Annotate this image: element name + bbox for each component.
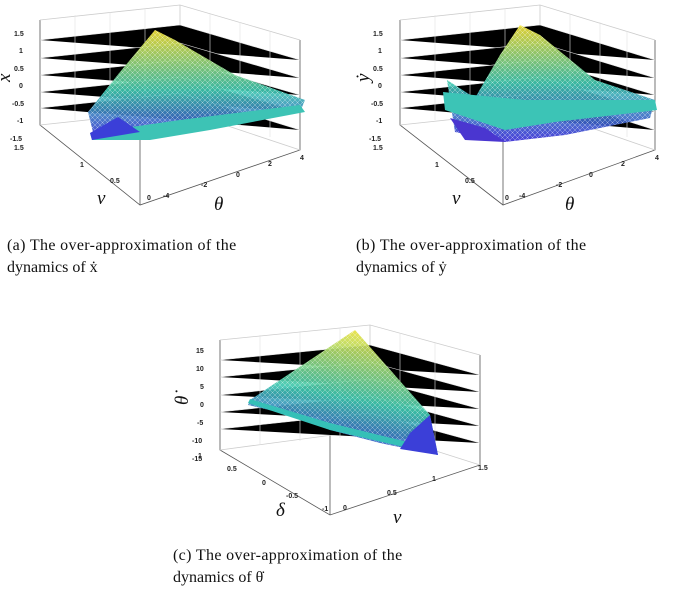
caption-a-line2: dynamics of ẋ (7, 259, 98, 276)
plot-3d-b: 1.5 1 0.5 0 -0.5 -1 -1.5 1.5 1 0.5 0 -4 … (353, 4, 659, 215)
svg-text:1: 1 (198, 453, 202, 460)
caption-c-line1: (c) The over-approximation of the (173, 547, 403, 564)
svg-text:1: 1 (80, 162, 84, 169)
figure-panel-b: 1.5 1 0.5 0 -0.5 -1 -1.5 1.5 1 0.5 0 -4 … (353, 0, 689, 276)
right-ticks-a: -4 -2 0 2 4 (163, 155, 304, 200)
left-axis-label-c: δ (276, 500, 286, 521)
surface-low-region-c (400, 415, 438, 455)
svg-text:2: 2 (268, 161, 272, 168)
surface-lower-a (90, 105, 305, 140)
svg-text:0: 0 (19, 83, 23, 90)
svg-text:1: 1 (378, 48, 382, 55)
left-ticks-c: 1 0.5 0 -0.5 -1 (198, 453, 328, 513)
svg-text:-1.5: -1.5 (10, 136, 22, 143)
surface-low-region-a (90, 117, 140, 140)
surface-edge-c (248, 399, 438, 455)
caption-a: (a) The over-approximation of the dynami… (7, 235, 327, 279)
caption-b-line2: dynamics of ẏ (356, 259, 447, 276)
z-ticks-a: 1.5 1 0.5 0 -0.5 -1 -1.5 (10, 31, 24, 143)
svg-text:1.5: 1.5 (14, 145, 24, 152)
plot-3d-a: 1.5 1 0.5 0 -0.5 -1 -1.5 1.5 1 0.5 0 -4 … (0, 4, 305, 215)
z-axis-label-a: ẋ (0, 73, 15, 83)
svg-text:-0.5: -0.5 (12, 101, 24, 108)
plot-3d-c: 15 10 5 0 -5 -10 -15 1 0.5 0 -0.5 -1 0 0… (172, 324, 488, 528)
svg-text:0.5: 0.5 (387, 490, 397, 497)
svg-text:-0.5: -0.5 (371, 101, 383, 108)
caption-b: (b) The over-approximation of the dynami… (356, 235, 686, 279)
z-axis-label-b: ẏ (353, 73, 374, 84)
svg-text:0: 0 (147, 195, 151, 202)
surface-low-region-b (450, 118, 505, 142)
left-axis-label-b: v (452, 188, 461, 209)
z-ticks-c: 15 10 5 0 -5 -10 -15 (192, 348, 204, 463)
z-ticks-b: 1.5 1 0.5 0 -0.5 -1 -1.5 (369, 31, 383, 143)
svg-text:0.5: 0.5 (465, 178, 475, 185)
svg-text:1.5: 1.5 (373, 31, 383, 38)
caption-a-line1: (a) The over-approximation of the (7, 237, 237, 254)
svg-text:0: 0 (343, 505, 347, 512)
svg-text:-2: -2 (201, 182, 207, 189)
svg-text:0.5: 0.5 (110, 178, 120, 185)
svg-text:0: 0 (236, 172, 240, 179)
left-axis-label-a: v (97, 188, 106, 209)
svg-text:-1: -1 (322, 506, 328, 513)
svg-text:1.5: 1.5 (478, 465, 488, 472)
svg-text:-5: -5 (197, 420, 203, 427)
caption-c-line2: dynamics of θ̇ (173, 569, 264, 586)
svg-text:4: 4 (655, 155, 659, 162)
svg-text:10: 10 (196, 366, 204, 373)
z-axis-label-c: θ̇ (172, 390, 193, 405)
svg-text:0.5: 0.5 (14, 66, 24, 73)
svg-text:0: 0 (589, 172, 593, 179)
right-axis-label-b: θ (565, 194, 574, 215)
svg-text:0: 0 (200, 402, 204, 409)
svg-text:-1: -1 (376, 118, 382, 125)
svg-text:-4: -4 (163, 193, 169, 200)
svg-text:0.5: 0.5 (227, 466, 237, 473)
svg-text:-1.5: -1.5 (369, 136, 381, 143)
right-ticks-b: -4 -2 0 2 4 (519, 155, 659, 200)
svg-text:-4: -4 (519, 193, 525, 200)
svg-text:0: 0 (378, 83, 382, 90)
right-axis-label-c: v (393, 507, 402, 528)
svg-text:0: 0 (262, 480, 266, 487)
svg-text:-1: -1 (17, 118, 23, 125)
svg-text:0.5: 0.5 (373, 66, 383, 73)
caption-c: (c) The over-approximation of the dynami… (173, 545, 503, 589)
svg-text:4: 4 (300, 155, 304, 162)
svg-text:2: 2 (621, 161, 625, 168)
figure-panel-a: 1.5 1 0.5 0 -0.5 -1 -1.5 1.5 1 0.5 0 -4 … (0, 0, 330, 276)
svg-text:0: 0 (505, 195, 509, 202)
svg-text:1.5: 1.5 (14, 31, 24, 38)
svg-text:1: 1 (432, 476, 436, 483)
left-ticks-a: 1.5 1 0.5 0 (14, 145, 151, 202)
left-ticks-b: 1.5 1 0.5 0 (373, 145, 509, 202)
surface-lower-b (443, 92, 657, 130)
svg-text:-10: -10 (192, 438, 202, 445)
svg-text:1.5: 1.5 (373, 145, 383, 152)
caption-b-line1: (b) The over-approximation of the (356, 237, 587, 254)
svg-text:1: 1 (435, 162, 439, 169)
right-ticks-c: 0 0.5 1 1.5 (343, 465, 488, 512)
svg-text:15: 15 (196, 348, 204, 355)
svg-text:1: 1 (19, 48, 23, 55)
svg-text:5: 5 (200, 384, 204, 391)
surface-mesh-c (248, 330, 438, 455)
svg-text:-15: -15 (192, 456, 202, 463)
right-axis-label-a: θ (214, 194, 223, 215)
svg-text:-0.5: -0.5 (286, 493, 298, 500)
figure-panel-c: 15 10 5 0 -5 -10 -15 1 0.5 0 -0.5 -1 0 0… (172, 315, 510, 599)
svg-text:-2: -2 (556, 182, 562, 189)
